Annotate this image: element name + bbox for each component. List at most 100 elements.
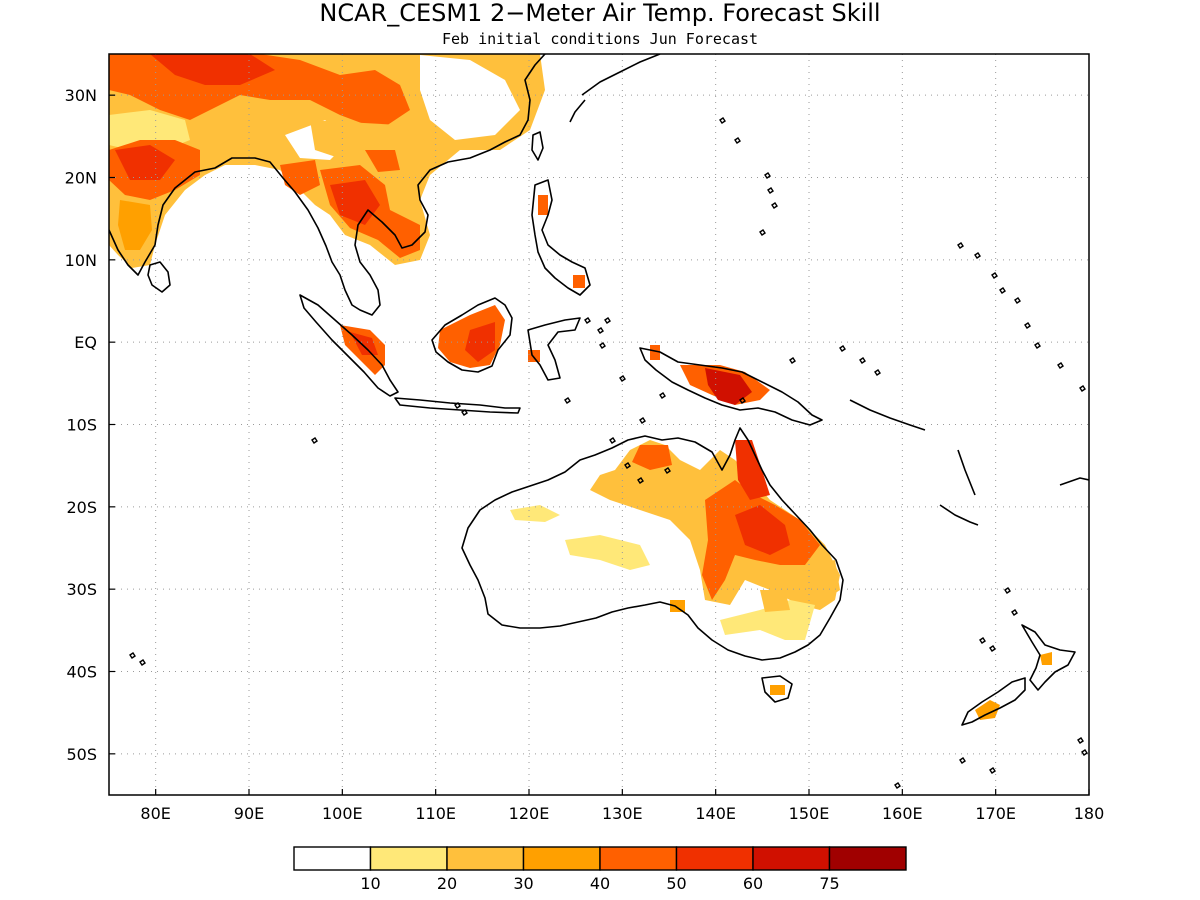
coastline-borneo — [431, 297, 513, 373]
colorbar-label: 10 — [360, 874, 380, 893]
coastline-asia — [109, 54, 546, 316]
shade-region — [810, 560, 840, 600]
island-outline — [584, 317, 591, 324]
coastline-new-zealand-south — [961, 677, 1026, 726]
island-outline — [664, 467, 671, 474]
coastline-new-caledonia — [939, 504, 979, 526]
coastline-sumatra — [299, 294, 399, 397]
island-outline — [461, 409, 468, 416]
colorbar-label: 30 — [513, 874, 533, 893]
coastline-tasmania — [761, 675, 793, 703]
lat-tick-label: 30N — [65, 86, 97, 105]
island-outline — [619, 375, 626, 382]
shade-region — [538, 195, 548, 215]
island-outline — [129, 652, 136, 659]
shade-region — [420, 55, 520, 140]
island-outline — [989, 645, 996, 652]
lon-tick-label: 160E — [882, 804, 923, 823]
small-islands — [129, 117, 1088, 803]
island-outline — [957, 242, 964, 249]
colorbar-label: 20 — [437, 874, 457, 893]
colorbar: 10 20 30 40 50 60 75 — [293, 846, 907, 893]
lat-tick-label: 20S — [66, 498, 97, 517]
island-outline — [639, 417, 646, 424]
island-outline — [1011, 609, 1018, 616]
island-outline — [991, 272, 998, 279]
island-outline — [1057, 362, 1064, 369]
island-outline — [609, 437, 616, 444]
shade-region — [465, 322, 495, 362]
island-outline — [767, 187, 774, 194]
lat-tick-label: 10S — [66, 416, 97, 435]
colorbar-label: 75 — [819, 874, 839, 893]
lat-tick-label: EQ — [74, 333, 97, 352]
lat-tick-label: 40S — [66, 663, 97, 682]
shade-region — [528, 350, 540, 362]
island-outline — [859, 357, 866, 364]
coastline-solomon-islands — [849, 399, 926, 431]
island-outline — [597, 327, 604, 334]
island-outline — [789, 357, 796, 364]
island-outline — [959, 757, 966, 764]
island-outline — [989, 767, 996, 774]
shade-region — [150, 54, 275, 85]
island-outline — [739, 397, 746, 404]
shade-region — [1040, 652, 1052, 665]
coastline-australia — [461, 427, 844, 661]
shade-region — [510, 505, 560, 522]
shade-region — [735, 505, 790, 555]
island-outline — [311, 437, 318, 444]
latitude-axis: 30N 20N 10N EQ 10S 20S 30S 40S 50S — [65, 86, 115, 764]
island-outline — [1024, 322, 1031, 329]
island-outline — [139, 659, 146, 666]
shade-region — [735, 440, 770, 500]
lon-tick-label: 80E — [140, 804, 170, 823]
colorbar-label: 60 — [743, 874, 763, 893]
island-outline — [734, 137, 741, 144]
island-outline — [1081, 749, 1088, 756]
island-outline — [771, 202, 778, 209]
colorbar-swatch — [522, 846, 601, 871]
coastline-java — [394, 397, 521, 414]
island-outline — [874, 369, 881, 376]
island-outline — [624, 462, 631, 469]
shade-region — [330, 180, 380, 225]
island-outline — [1077, 737, 1084, 744]
lon-tick-label: 140E — [695, 804, 736, 823]
lat-tick-label: 30S — [66, 580, 97, 599]
colorbar-label: 50 — [666, 874, 686, 893]
shade-region — [573, 275, 585, 288]
island-outline — [999, 287, 1006, 294]
island-outline — [564, 397, 571, 404]
island-outline — [1004, 587, 1011, 594]
shade-region — [565, 535, 650, 570]
lon-tick-label: 90E — [234, 804, 264, 823]
island-outline — [637, 477, 644, 484]
shade-region — [975, 700, 1000, 720]
lat-tick-label: 10N — [65, 251, 97, 270]
lon-tick-label: 180 — [1074, 804, 1105, 823]
shade-region — [632, 445, 672, 470]
island-outline — [1079, 385, 1086, 392]
island-outline — [659, 392, 666, 399]
island-outline — [974, 252, 981, 259]
island-outline — [599, 342, 606, 349]
colorbar-swatch — [293, 846, 372, 871]
coastline-taiwan — [531, 131, 544, 161]
gridlines — [109, 54, 1089, 795]
island-outline — [894, 782, 901, 789]
map-title: NCAR_CESM1 2−Meter Air Temp. Forecast Sk… — [319, 0, 880, 27]
coastline-sulawesi — [527, 317, 581, 381]
island-outline — [1014, 297, 1021, 304]
island-outline — [910, 798, 915, 803]
longitude-axis: 80E 90E 100E 110E 120E 130E 140E 150E 160E 170E 18… — [140, 789, 1104, 823]
lat-tick-label: 20N — [65, 169, 97, 188]
colorbar-swatch — [599, 846, 678, 871]
shade-region — [770, 685, 785, 695]
island-outline — [839, 345, 846, 352]
map-plot-area — [109, 54, 1089, 803]
lon-tick-label: 150E — [789, 804, 830, 823]
shade-region — [118, 200, 152, 250]
shade-region — [350, 332, 378, 355]
